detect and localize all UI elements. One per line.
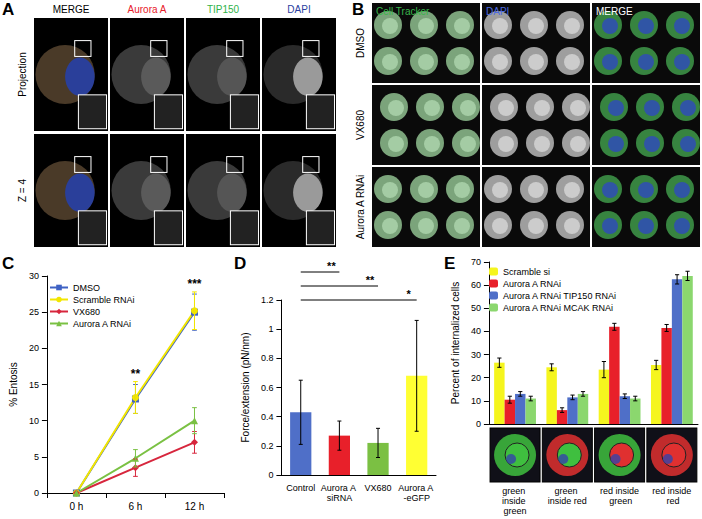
svg-text:**: ** — [131, 367, 141, 381]
svg-text:MERGE: MERGE — [596, 6, 633, 17]
svg-text:inside red: inside red — [548, 496, 587, 506]
html-text:C: C — [2, 254, 15, 273]
svg-text:DAPI: DAPI — [486, 6, 509, 17]
svg-text:DAPI: DAPI — [287, 4, 310, 15]
svg-text:Scramble si: Scramble si — [503, 267, 550, 277]
svg-text:1.2: 1.2 — [261, 295, 274, 305]
svg-text:Aurora A RNAi: Aurora A RNAi — [73, 319, 131, 329]
svg-text:0.8: 0.8 — [261, 353, 274, 363]
svg-text:green: green — [502, 486, 528, 496]
svg-text:0.6: 0.6 — [261, 383, 274, 393]
svg-text:red inside: red inside — [600, 486, 639, 496]
svg-text:DMSO: DMSO — [73, 283, 100, 293]
svg-text:6 h: 6 h — [129, 501, 143, 512]
svg-text:60: 60 — [471, 280, 481, 290]
svg-text:Aurora A RNAi MCAK RNAi: Aurora A RNAi MCAK RNAi — [503, 303, 613, 313]
svg-text:VX680: VX680 — [73, 307, 100, 317]
svg-text:30: 30 — [29, 271, 39, 281]
html-text:E: E — [444, 254, 456, 273]
svg-text:red inside: red inside — [652, 486, 691, 496]
svg-text:VX680: VX680 — [365, 483, 392, 493]
svg-text:green: green — [504, 506, 527, 516]
svg-text:Scramble RNAi: Scramble RNAi — [73, 295, 135, 305]
html-text:B: B — [352, 0, 365, 19]
svg-text:Z = 4: Z = 4 — [17, 179, 28, 203]
svg-text:0.4: 0.4 — [261, 412, 274, 422]
svg-text:25: 25 — [29, 307, 39, 317]
svg-text:inside: inside — [502, 496, 528, 506]
svg-text:% Entosis: % Entosis — [8, 362, 19, 406]
svg-text:red: red — [664, 496, 680, 506]
svg-text:Control: Control — [286, 483, 315, 493]
svg-text:VX680: VX680 — [355, 110, 366, 140]
svg-text:**: ** — [366, 274, 375, 286]
svg-text:**: ** — [327, 260, 336, 272]
svg-text:10: 10 — [29, 416, 39, 426]
svg-text:Aurora A: Aurora A — [321, 483, 358, 493]
html-text:A: A — [2, 0, 15, 19]
svg-text:***: *** — [187, 277, 201, 291]
svg-text:green: green — [607, 496, 633, 506]
svg-text:-eGFP: -eGFP — [403, 493, 430, 503]
svg-text:Aurora A: Aurora A — [398, 483, 435, 493]
svg-text:10: 10 — [471, 396, 481, 406]
svg-text:0: 0 — [476, 419, 481, 429]
svg-text:Aurora A RNAi: Aurora A RNAi — [355, 175, 366, 239]
svg-text:30: 30 — [471, 350, 481, 360]
svg-text:70: 70 — [471, 257, 481, 267]
svg-text:DMSO: DMSO — [355, 28, 366, 58]
svg-text:Force/extension (pN/nm): Force/extension (pN/nm) — [240, 332, 251, 442]
svg-text:green: green — [555, 486, 581, 496]
svg-text:1: 1 — [268, 324, 273, 334]
svg-text:0 h: 0 h — [69, 501, 83, 512]
svg-text:50: 50 — [471, 303, 481, 313]
svg-text:Percent of internalized cells: Percent of internalized cells — [450, 282, 461, 404]
svg-text:siRNA: siRNA — [327, 493, 353, 503]
svg-text:0: 0 — [34, 488, 39, 498]
svg-text:40: 40 — [471, 326, 481, 336]
svg-text:Cell Tracker: Cell Tracker — [376, 6, 430, 17]
svg-text:*: * — [407, 288, 412, 300]
svg-text:Projection: Projection — [17, 52, 28, 96]
svg-text:Aurora A RNAi TIP150 RNAi: Aurora A RNAi TIP150 RNAi — [503, 291, 616, 301]
svg-text:12 h: 12 h — [185, 501, 204, 512]
svg-text:0: 0 — [268, 470, 273, 480]
svg-text:Aurora A: Aurora A — [128, 4, 167, 15]
svg-text:TIP150: TIP150 — [207, 4, 240, 15]
svg-text:0.2: 0.2 — [261, 441, 274, 451]
svg-text:MERGE: MERGE — [53, 4, 90, 15]
svg-text:15: 15 — [29, 380, 39, 390]
svg-text:20: 20 — [29, 343, 39, 353]
svg-text:20: 20 — [471, 373, 481, 383]
svg-text:Aurora A RNAi: Aurora A RNAi — [503, 279, 561, 289]
html-text:D: D — [234, 254, 247, 273]
svg-text:5: 5 — [34, 452, 39, 462]
